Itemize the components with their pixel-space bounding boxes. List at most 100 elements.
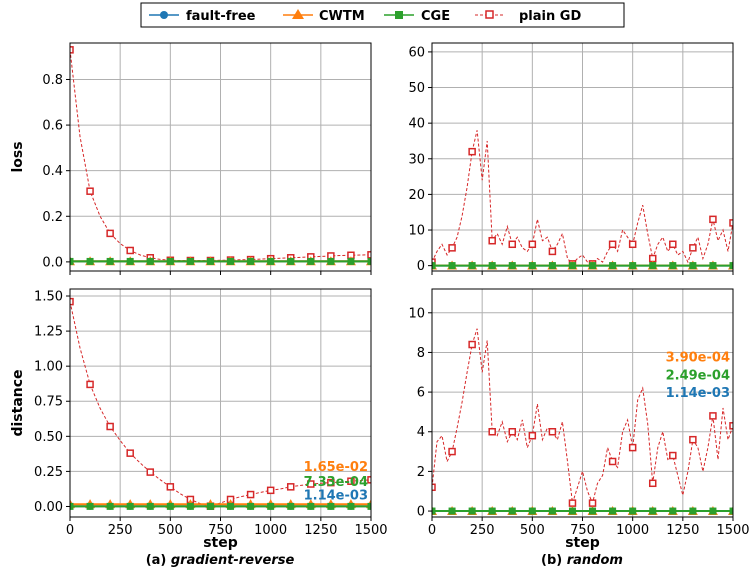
marker-CGE — [468, 262, 476, 270]
x-tick-label: 750 — [570, 523, 595, 538]
marker-plain-GD — [548, 427, 557, 436]
series-group — [432, 328, 733, 516]
value-annotation: 3.90e-04 — [666, 350, 730, 365]
marker-CGE — [186, 502, 194, 510]
marker-CGE — [508, 507, 516, 515]
marker-CGE — [669, 262, 677, 270]
marker-CGE — [589, 262, 597, 270]
marker-CGE — [227, 502, 235, 510]
y-tick-label: 10 — [408, 224, 425, 239]
marker-plain-GD — [729, 422, 733, 430]
marker-plain-GD — [669, 240, 677, 249]
marker-plain-GD — [568, 499, 577, 507]
marker-plain-GD — [468, 147, 476, 156]
legend-0-marker — [160, 11, 168, 19]
marker-plain-GD — [86, 187, 94, 195]
value-annotation: 1.14e-03 — [304, 489, 368, 504]
marker-CGE — [689, 262, 697, 270]
caption-a-prefix: (a) — [146, 553, 171, 568]
marker-CGE — [86, 257, 94, 265]
marker-plain-GD — [307, 480, 315, 488]
marker-CGE — [589, 507, 597, 515]
marker-CGE — [206, 257, 214, 265]
marker-plain-GD — [286, 483, 295, 491]
caption-a: (a) gradient-reverse — [146, 553, 295, 568]
marker-plain-GD — [146, 468, 155, 476]
x-axis-label: step — [565, 535, 600, 551]
series-line-plain-GD — [432, 130, 733, 265]
y-tick-label: 0 — [417, 259, 425, 274]
x-tick-label: 0 — [428, 523, 436, 538]
legend: fault-free CWTM CGE plain GD — [140, 2, 625, 28]
caption-b: (b) random — [541, 553, 623, 568]
y-tick-label: 0 — [417, 505, 425, 520]
marker-CGE — [146, 502, 154, 510]
marker-CGE — [287, 502, 295, 510]
marker-CGE — [206, 502, 214, 510]
marker-plain-GD — [669, 451, 677, 460]
marker-CGE — [548, 507, 556, 515]
marker-CGE — [267, 502, 275, 510]
x-tick-label: 750 — [208, 523, 233, 538]
marker-plain-GD — [166, 483, 175, 491]
y-tick-label: 10 — [408, 306, 425, 321]
marker-CGE — [528, 507, 536, 515]
marker-plain-GD — [347, 477, 355, 485]
marker-CGE — [649, 262, 657, 270]
legend-entry-0: fault-free — [149, 9, 256, 24]
marker-plain-GD — [628, 240, 637, 249]
value-annotation: 7.33e-04 — [304, 475, 368, 490]
legend-entry-1: CWTM — [283, 9, 365, 24]
y-tick-label: 0.8 — [42, 73, 63, 88]
y-tick-label: 0.25 — [34, 465, 63, 480]
marker-CGE — [106, 257, 114, 265]
y-tick-label: 0.4 — [42, 164, 63, 179]
marker-CGE — [307, 502, 315, 510]
y-tick-label: 0.2 — [42, 210, 63, 225]
series-line-plain-GD — [432, 328, 733, 505]
marker-CGE — [327, 502, 335, 510]
value-annotation: 2.49e-04 — [666, 368, 730, 383]
series-group — [432, 130, 733, 270]
marker-plain-GD — [126, 449, 134, 457]
series-line-plain-GD — [70, 301, 371, 507]
legend-0-label: fault-free — [186, 9, 256, 24]
marker-CGE — [432, 507, 436, 515]
marker-CGE — [347, 502, 355, 510]
caption-a-name: gradient-reverse — [171, 553, 295, 568]
marker-CGE — [126, 502, 134, 510]
marker-CGE — [709, 262, 717, 270]
marker-CGE — [70, 502, 74, 510]
y-axis-label: loss — [10, 141, 26, 172]
marker-CGE — [448, 507, 456, 515]
marker-plain-GD — [246, 490, 255, 499]
y-tick-label: 4 — [417, 425, 425, 440]
marker-plain-GD — [106, 229, 114, 238]
x-axis-label: step — [203, 535, 238, 551]
x-tick-label: 1250 — [666, 523, 699, 538]
marker-CGE — [227, 257, 235, 265]
marker-plain-GD — [528, 240, 537, 249]
marker-CGE — [106, 502, 114, 510]
marker-CGE — [86, 502, 94, 510]
marker-plain-GD — [729, 219, 733, 227]
marker-plain-GD — [488, 236, 496, 245]
marker-CGE — [629, 507, 637, 515]
chart-panels: 0.00.20.40.60.8loss01020304050600.000.25… — [10, 42, 750, 551]
value-annotation: 1.14e-03 — [666, 386, 730, 401]
panel-a-distance: 0.00 0.25 0.50 0.75 1.00 1.25 1.50 0 250 500 750 10… — [10, 288, 388, 551]
marker-plain-GD — [709, 412, 717, 420]
marker-CGE — [126, 257, 134, 265]
marker-CGE — [548, 262, 556, 270]
series-group — [70, 46, 371, 266]
marker-CGE — [609, 507, 617, 515]
marker-plain-GD — [548, 247, 557, 256]
legend-3-marker — [485, 10, 494, 19]
legend-3-label: plain GD — [519, 9, 581, 24]
marker-plain-GD — [367, 251, 371, 259]
x-tick-label: 0 — [66, 523, 74, 538]
y-tick-label: 0.00 — [34, 500, 63, 515]
marker-CGE — [709, 507, 717, 515]
marker-CGE — [347, 257, 355, 265]
marker-plain-GD — [367, 476, 371, 484]
